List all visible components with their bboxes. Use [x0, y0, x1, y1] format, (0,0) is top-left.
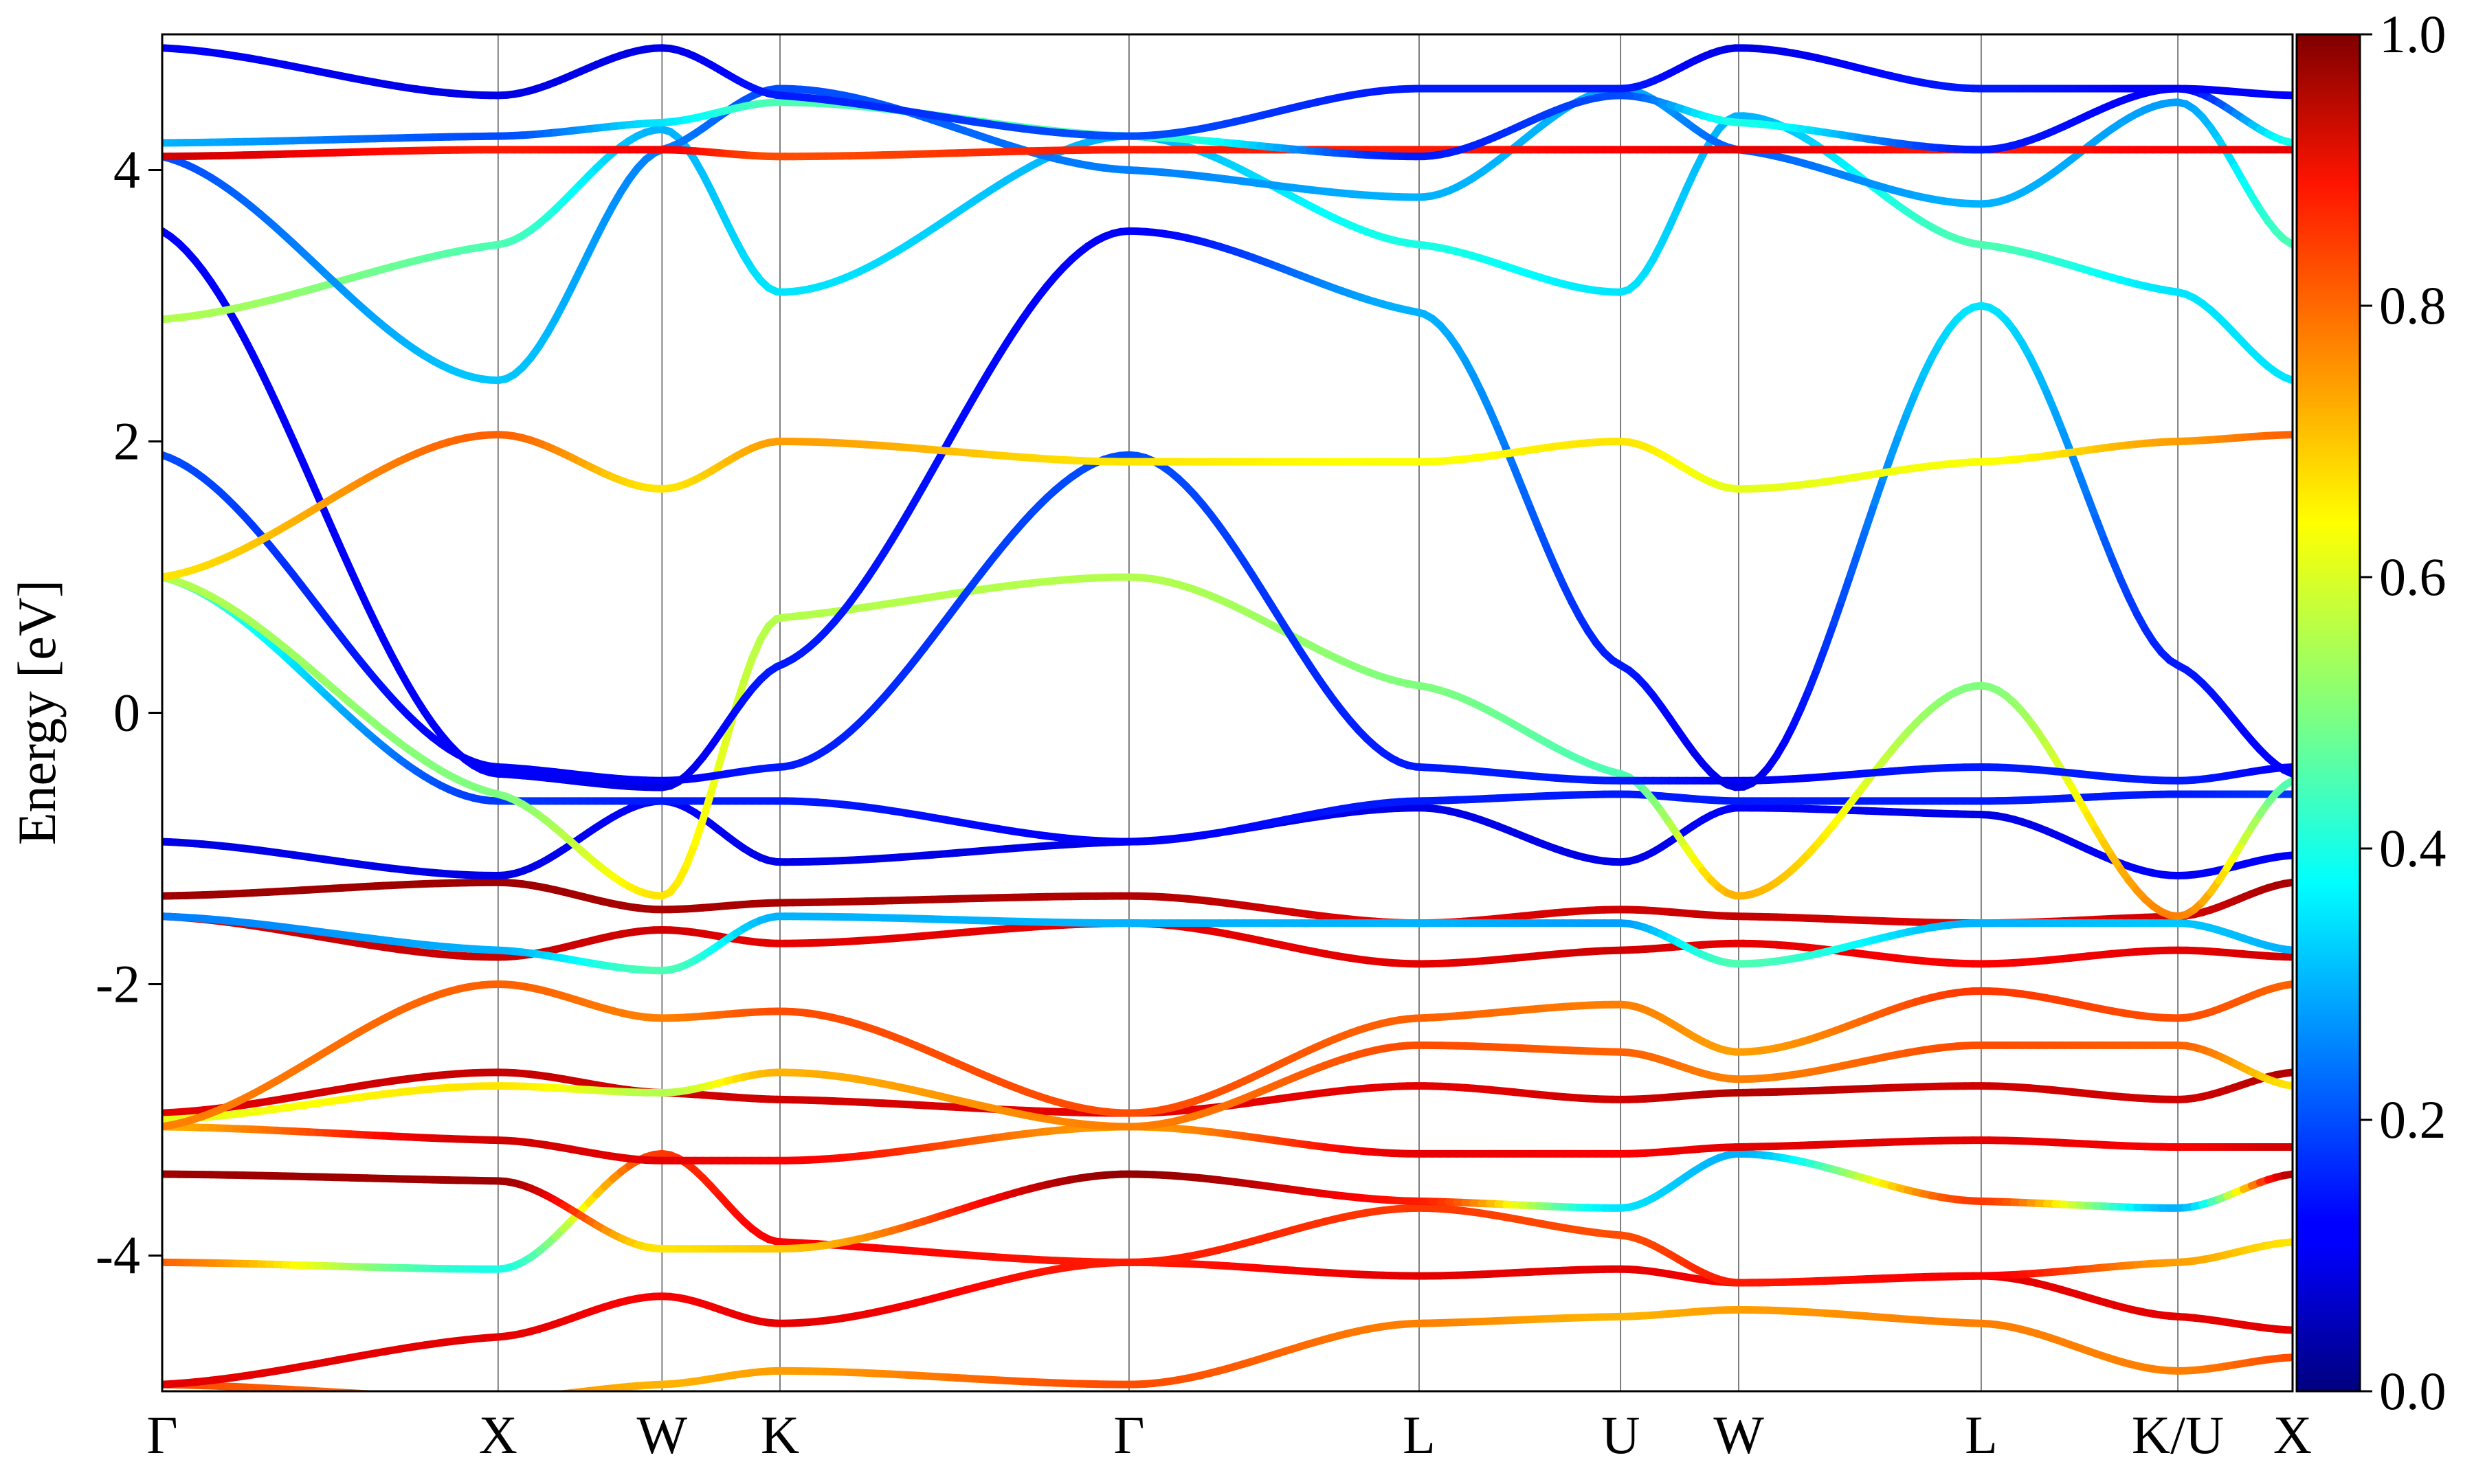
- band-13: [162, 573, 2293, 846]
- band-segment: [2084, 493, 2100, 522]
- band-segment: [554, 1390, 567, 1391]
- band-16: [162, 227, 2293, 791]
- band-segment: [2280, 373, 2293, 385]
- band-8: [162, 980, 2293, 1131]
- band-7: [162, 1041, 2293, 1131]
- band-segment: [1846, 548, 1862, 580]
- band-segment: [2280, 1325, 2293, 1334]
- band-segment: [1862, 499, 1879, 531]
- band-segment: [1871, 475, 1887, 507]
- band-segment: [1854, 523, 1871, 556]
- band-18: [162, 112, 2293, 385]
- band-segment: [347, 1389, 362, 1391]
- band-segment: [715, 731, 732, 768]
- band-17: [162, 431, 2293, 581]
- band-segment: [539, 1395, 547, 1396]
- band-segment: [515, 1397, 523, 1398]
- band-12: [162, 797, 2293, 879]
- band-segment: [1829, 596, 1846, 627]
- band-segment: [1813, 642, 1829, 673]
- band-segment: [1821, 619, 1838, 651]
- band-11: [162, 912, 2293, 975]
- band-segment: [1887, 429, 1904, 460]
- band-segment: [691, 816, 707, 848]
- band-lines: [162, 44, 2293, 1398]
- band-segment: [2280, 1170, 2293, 1180]
- band-5: [162, 1123, 2293, 1165]
- band-segment: [531, 1396, 539, 1397]
- band-segment: [740, 654, 756, 686]
- band-1: [162, 1306, 2293, 1398]
- high-symmetry-lines: [498, 34, 2178, 1391]
- band-segment: [2280, 851, 2293, 860]
- band-segment: [1895, 408, 1912, 438]
- band-segment: [2280, 1068, 2293, 1077]
- band-segment: [372, 1390, 385, 1391]
- band-6: [162, 1068, 2293, 1117]
- band-segment: [355, 1389, 370, 1391]
- band-segment: [2280, 1080, 2293, 1090]
- band-segment: [2280, 776, 2293, 789]
- band-segment: [2075, 471, 2092, 501]
- band-segment: [400, 1395, 408, 1396]
- band-20: [162, 146, 2293, 161]
- band-segment: [2280, 980, 2293, 989]
- band-segment: [2280, 878, 2293, 888]
- band-segment: [2280, 766, 2293, 778]
- band-segment: [2067, 449, 2084, 479]
- band-segment: [699, 788, 715, 824]
- band-15: [162, 451, 2293, 785]
- band-segment: [1838, 572, 1854, 604]
- band-4: [162, 1149, 2293, 1253]
- band-segment: [2280, 236, 2293, 249]
- band-segment: [2280, 945, 2293, 954]
- band-10: [162, 878, 2293, 928]
- band-14: [162, 573, 2293, 921]
- band-segment: [392, 1395, 400, 1396]
- band-19: [162, 85, 2293, 385]
- band-segment: [2280, 1238, 2293, 1247]
- band-segment: [364, 1390, 378, 1391]
